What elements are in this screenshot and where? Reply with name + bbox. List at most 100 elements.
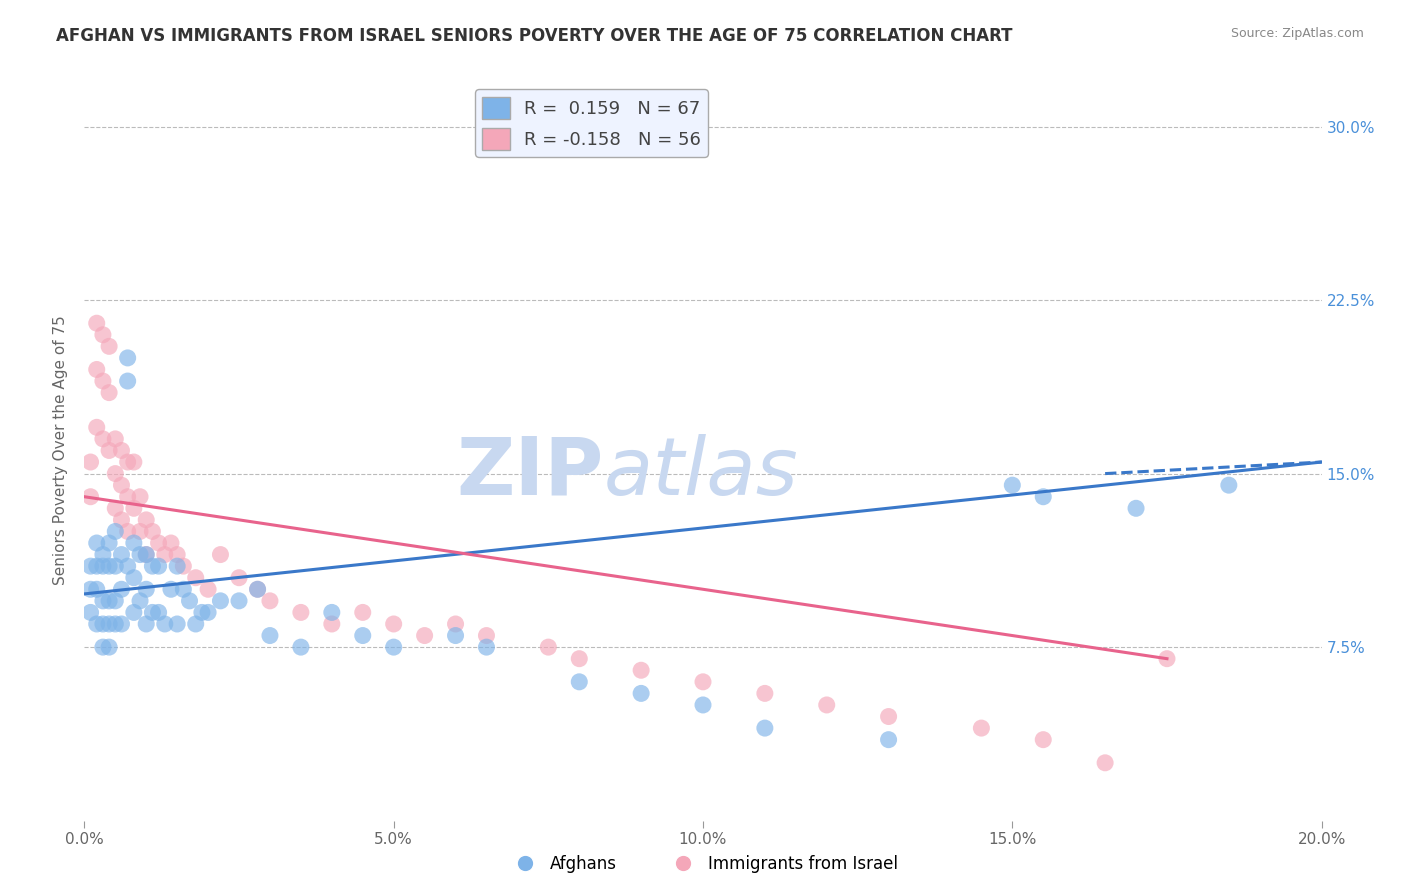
Point	[692, 674, 714, 689]
Point	[110, 582, 132, 597]
Point	[352, 606, 374, 620]
Point	[98, 640, 121, 654]
Point	[91, 640, 114, 654]
Point	[79, 559, 101, 574]
Point	[630, 686, 652, 700]
Point	[877, 709, 900, 723]
Point	[122, 455, 145, 469]
Point	[135, 582, 157, 597]
Point	[141, 606, 163, 620]
Point	[191, 606, 214, 620]
Point	[91, 432, 114, 446]
Point	[122, 501, 145, 516]
Point	[172, 559, 194, 574]
Point	[129, 524, 152, 539]
Point	[754, 686, 776, 700]
Point	[246, 582, 269, 597]
Point	[179, 594, 201, 608]
Point	[413, 628, 436, 642]
Point	[110, 617, 132, 632]
Point	[91, 327, 114, 342]
Text: AFGHAN VS IMMIGRANTS FROM ISRAEL SENIORS POVERTY OVER THE AGE OF 75 CORRELATION : AFGHAN VS IMMIGRANTS FROM ISRAEL SENIORS…	[56, 27, 1012, 45]
Point	[259, 594, 281, 608]
Point	[117, 559, 139, 574]
Point	[91, 374, 114, 388]
Point	[129, 548, 152, 562]
Text: ZIP: ZIP	[457, 434, 605, 512]
Point	[1156, 651, 1178, 665]
Point	[166, 559, 188, 574]
Point	[141, 524, 163, 539]
Point	[98, 559, 121, 574]
Point	[141, 559, 163, 574]
Point	[104, 617, 127, 632]
Point	[129, 594, 152, 608]
Point	[166, 617, 188, 632]
Point	[1125, 501, 1147, 516]
Point	[122, 606, 145, 620]
Point	[160, 582, 183, 597]
Point	[537, 640, 560, 654]
Point	[630, 663, 652, 677]
Point	[79, 455, 101, 469]
Point	[172, 582, 194, 597]
Point	[129, 490, 152, 504]
Point	[98, 339, 121, 353]
Text: atlas: atlas	[605, 434, 799, 512]
Point	[98, 617, 121, 632]
Point	[122, 536, 145, 550]
Point	[568, 651, 591, 665]
Point	[228, 571, 250, 585]
Point	[135, 513, 157, 527]
Point	[197, 582, 219, 597]
Point	[1218, 478, 1240, 492]
Point	[352, 628, 374, 642]
Point	[475, 640, 498, 654]
Point	[86, 559, 108, 574]
Point	[117, 524, 139, 539]
Point	[104, 594, 127, 608]
Y-axis label: Seniors Poverty Over the Age of 75: Seniors Poverty Over the Age of 75	[53, 316, 69, 585]
Point	[754, 721, 776, 735]
Point	[104, 432, 127, 446]
Point	[110, 513, 132, 527]
Point	[117, 455, 139, 469]
Point	[290, 606, 312, 620]
Point	[444, 617, 467, 632]
Point	[692, 698, 714, 712]
Point	[104, 501, 127, 516]
Point	[91, 617, 114, 632]
Point	[475, 628, 498, 642]
Point	[1032, 490, 1054, 504]
Point	[79, 606, 101, 620]
Point	[259, 628, 281, 642]
Point	[117, 374, 139, 388]
Point	[135, 617, 157, 632]
Point	[122, 571, 145, 585]
Point	[290, 640, 312, 654]
Point	[104, 559, 127, 574]
Point	[970, 721, 993, 735]
Point	[321, 606, 343, 620]
Point	[91, 594, 114, 608]
Point	[117, 351, 139, 365]
Point	[382, 640, 405, 654]
Legend: Afghans, Immigrants from Israel: Afghans, Immigrants from Israel	[501, 848, 905, 880]
Point	[444, 628, 467, 642]
Point	[209, 594, 232, 608]
Point	[110, 443, 132, 458]
Text: Source: ZipAtlas.com: Source: ZipAtlas.com	[1230, 27, 1364, 40]
Point	[209, 548, 232, 562]
Point	[135, 548, 157, 562]
Point	[148, 559, 170, 574]
Point	[135, 548, 157, 562]
Point	[228, 594, 250, 608]
Point	[153, 548, 176, 562]
Point	[98, 594, 121, 608]
Point	[86, 420, 108, 434]
Point	[86, 362, 108, 376]
Point	[160, 536, 183, 550]
Point	[1001, 478, 1024, 492]
Point	[166, 548, 188, 562]
Legend: R =  0.159   N = 67, R = -0.158   N = 56: R = 0.159 N = 67, R = -0.158 N = 56	[475, 89, 709, 157]
